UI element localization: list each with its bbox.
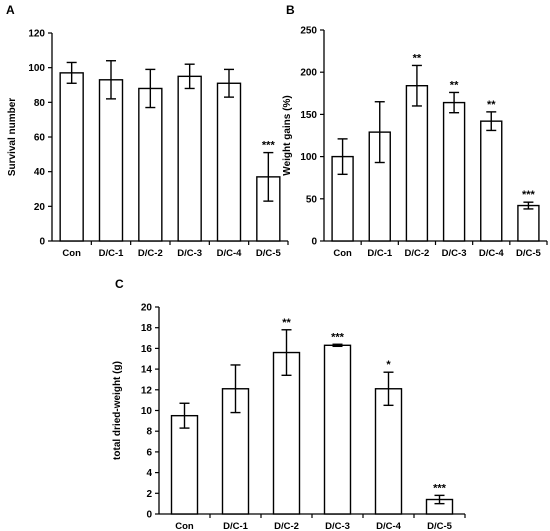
panel-c-y-axis-title: total dried-weight (g)	[112, 361, 123, 460]
panel-c-y-tick-label: 6	[146, 447, 152, 458]
panel-a-bar-con	[59, 72, 84, 242]
panel-a-label: A	[6, 3, 15, 17]
panel-a-bar-dc-4	[216, 82, 242, 242]
panel-c-y-tick-label: 16	[141, 344, 153, 355]
panel-c-y-tick-label: 4	[146, 468, 152, 479]
panel-c-y-tick-label: 8	[146, 427, 152, 438]
panel-b-category-label: D/C-4	[479, 248, 505, 259]
panel-c-bar-dc-3	[323, 344, 352, 515]
panel-b-significance-mark: ***	[522, 189, 536, 201]
panel-a-y-tick-label: 0	[39, 237, 45, 248]
panel-a-category-label: D/C-4	[217, 248, 243, 259]
panel-b-y-axis-title: Weight gains (%)	[282, 95, 293, 175]
panel-c-significance-mark: **	[282, 317, 291, 329]
panel-a-y-tick-label: 40	[34, 167, 46, 178]
panel-a-y-tick-label: 20	[34, 202, 46, 213]
panel-a-bar-dc-1	[98, 79, 124, 242]
panel-b-y-tick-label: 250	[300, 26, 317, 37]
panel-c-y-tick-label: 10	[141, 406, 153, 417]
panel-a-bar-dc-3	[177, 75, 202, 242]
panel-b-bar-dc-3	[442, 101, 466, 242]
panel-c-bar-dc-2	[272, 351, 301, 515]
panel-c-category-label: D/C-5	[427, 521, 453, 531]
panel-c-y-tick-label: 18	[141, 323, 153, 334]
panel-b-category-label: D/C-1	[367, 248, 393, 259]
panel-c-significance-mark: ***	[331, 331, 345, 343]
panel-b-significance-mark: **	[487, 99, 496, 111]
panel-b-y-tick-label: 200	[300, 68, 317, 79]
panel-b-bar-dc-2	[405, 85, 429, 242]
panel-a-y-tick-label: 100	[28, 63, 45, 74]
panel-c-category-label: D/C-4	[376, 521, 402, 531]
panel-b-category-label: D/C-5	[516, 248, 542, 259]
panel-c-significance-mark: ***	[433, 482, 447, 494]
panel-b-y-tick-label: 0	[311, 237, 317, 248]
panel-a-category-label: D/C-5	[256, 248, 282, 259]
panel-a-category-label: D/C-1	[99, 248, 125, 259]
panel-c-y-tick-label: 2	[146, 489, 152, 500]
panel-b-y-tick-label: 100	[300, 152, 317, 163]
panel-c-category-label: D/C-2	[274, 521, 299, 531]
panel-b-label: B	[286, 3, 295, 17]
panel-c-significance-mark: *	[386, 359, 391, 371]
panel-a-category-label: Con	[62, 248, 81, 259]
panel-a-y-axis-title: Survival number	[7, 98, 18, 176]
panel-b-significance-mark: **	[450, 79, 459, 91]
panel-b-significance-mark: **	[413, 52, 422, 64]
panel-c-label: C	[115, 277, 124, 291]
panel-c-category-label: Con	[175, 521, 194, 531]
panel-a-significance-mark: ***	[262, 140, 276, 152]
panel-a-y-tick-label: 80	[34, 98, 46, 109]
panel-b-y-tick-label: 50	[306, 194, 318, 205]
panel-c-bar-dc-4	[374, 388, 403, 515]
panel-a-y-tick-label: 60	[34, 133, 46, 144]
panel-c-y-tick-label: 14	[141, 365, 153, 376]
panel-b-bar-dc-4	[480, 120, 503, 242]
panel-c-category-label: D/C-1	[223, 521, 249, 531]
panel-b-category-label: D/C-3	[442, 248, 467, 259]
panel-a-category-label: D/C-3	[177, 248, 202, 259]
panel-b-category-label: D/C-2	[405, 248, 430, 259]
panel-a-bar-dc-2	[138, 87, 163, 242]
panel-b-y-tick-label: 150	[300, 110, 317, 121]
panel-c-bar-con	[170, 414, 199, 515]
panel-b-bar-dc-5	[517, 204, 540, 242]
panel-b-category-label: Con	[333, 248, 352, 259]
panel-c-category-label: D/C-3	[325, 521, 350, 531]
panel-a-category-label: D/C-2	[138, 248, 163, 259]
panel-a-y-tick-label: 120	[28, 29, 45, 40]
panel-c-y-tick-label: 20	[141, 303, 153, 314]
panel-c-y-tick-label: 0	[146, 510, 152, 521]
panel-c-y-tick-label: 12	[141, 385, 153, 396]
